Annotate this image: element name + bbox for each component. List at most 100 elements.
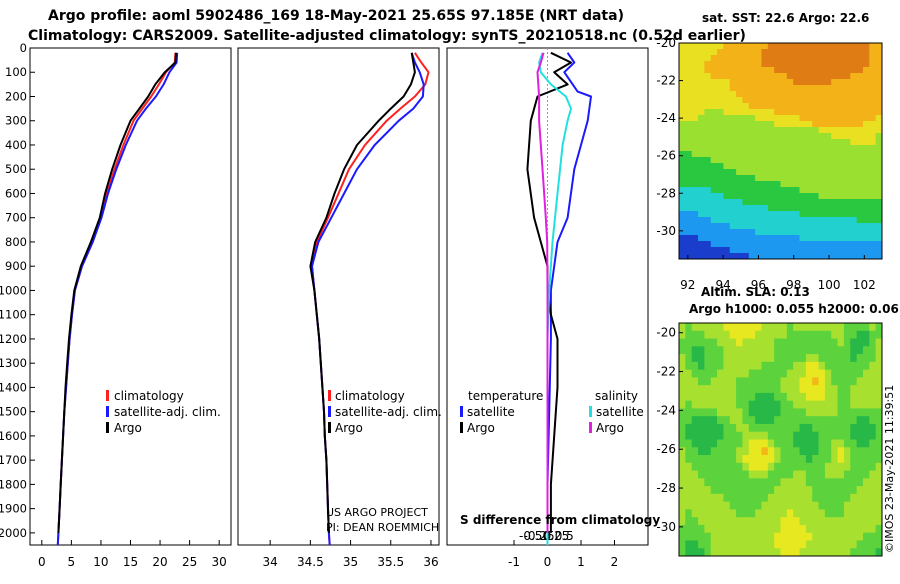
sst-map-cell — [780, 91, 788, 98]
sst-map-cell — [691, 229, 699, 236]
difference-xtick-label: 0 — [544, 555, 552, 569]
sla-map-cell — [862, 540, 870, 549]
sst-map-cell — [723, 145, 731, 152]
header-line1: Argo profile: aoml 5902486_169 18-May-20… — [48, 8, 624, 24]
sla-map-cell — [831, 517, 838, 526]
sla-map-cell — [755, 323, 762, 332]
sst-map-cell — [685, 67, 693, 74]
sst-map-cell — [824, 235, 832, 242]
ytick-label: 300 — [5, 114, 27, 128]
sst-map-cell — [698, 181, 705, 188]
sst-map-cell — [691, 73, 699, 80]
sla-map-cell — [704, 408, 712, 417]
sst-map-cell — [685, 205, 693, 212]
sla-map-cell — [710, 470, 718, 479]
sst-map-cell — [704, 127, 712, 134]
sst-map-cell — [698, 55, 705, 62]
sst-map-cell — [679, 121, 686, 128]
sla-map-cell — [869, 447, 877, 456]
sst-map-cell — [767, 187, 775, 194]
sla-map-cell — [862, 548, 870, 557]
sst-map-cell — [812, 97, 819, 104]
sla-map-cell — [786, 447, 794, 456]
sst-map-ytick-label: -28 — [656, 186, 676, 200]
sla-map-cell — [786, 470, 794, 479]
sst-map-cell — [685, 79, 693, 86]
sst-map-cell — [862, 235, 870, 242]
sst-map-cell — [761, 199, 769, 206]
sst-map-cell — [755, 223, 762, 230]
sla-map-cell — [856, 524, 864, 534]
sla-map-cell — [748, 392, 756, 402]
sla-map-cell — [843, 470, 851, 479]
sst-map-cell — [723, 61, 731, 68]
sst-map-cell — [761, 97, 769, 104]
sst-map-cell — [843, 157, 851, 164]
sst-map-cell — [685, 115, 693, 122]
credit-project: US ARGO PROJECT — [326, 506, 428, 519]
sst-map-cell — [717, 49, 724, 56]
sst-map-cell — [805, 127, 813, 134]
sst-map-cell — [717, 175, 724, 182]
sla-map-cell — [869, 338, 877, 347]
sst-map-cell — [679, 55, 686, 62]
sla-map-cell — [818, 431, 826, 440]
sst-map-cell — [774, 217, 781, 224]
sst-map-cell — [755, 43, 762, 50]
sst-map-cell — [812, 115, 819, 122]
sla-map-cell — [736, 431, 743, 440]
sst-map-cell — [875, 121, 883, 128]
sla-map-cell — [710, 361, 718, 370]
sla-map-cell — [818, 323, 826, 332]
sla-map-cell — [837, 478, 845, 487]
sla-map-cell — [710, 431, 718, 440]
sst-map-cell — [850, 157, 858, 164]
sst-map-cell — [685, 229, 693, 236]
sst-map-cell — [780, 121, 788, 128]
sst-map-cell — [805, 133, 813, 140]
sst-map-cell — [793, 181, 800, 188]
sst-map-cell — [736, 97, 743, 104]
sst-map-cell — [698, 151, 705, 158]
sst-map-cell — [805, 163, 813, 170]
sst-map-cell — [850, 139, 858, 146]
sla-map-cell — [862, 439, 870, 448]
sla-map-cell — [824, 423, 832, 433]
sla-map-cell — [691, 439, 699, 448]
sst-map-cell — [742, 109, 750, 116]
sst-map-cell — [831, 193, 838, 200]
sst-map-cell — [679, 91, 686, 98]
sst-map-cell — [799, 127, 807, 134]
sst-map-cell — [856, 163, 864, 170]
sst-map-cell — [755, 235, 762, 242]
sla-map-cell — [691, 509, 699, 518]
sla-map-cell — [704, 462, 712, 471]
sla-map-cell — [780, 462, 788, 471]
sst-map-cell — [812, 145, 819, 152]
sla-map-cell — [818, 532, 826, 541]
sst-map-cell — [780, 205, 788, 212]
sla-map-cell — [786, 431, 794, 440]
sla-map-cell — [755, 493, 762, 503]
sst-map-cell — [786, 223, 794, 230]
sla-map-cell — [780, 509, 788, 518]
sst-map-cell — [748, 109, 756, 116]
sla-map-cell — [862, 416, 870, 425]
sla-map-cell — [685, 377, 693, 386]
sst-map-cell — [812, 181, 819, 188]
sla-map-cell — [837, 532, 845, 541]
sla-map-cell — [831, 439, 838, 448]
sst-map-cell — [856, 253, 864, 260]
sla-map-cell — [780, 400, 788, 409]
sst-map-cell — [685, 217, 693, 224]
sst-map-cell — [812, 175, 819, 182]
sst-map-cell — [717, 91, 724, 98]
sla-map-cell — [729, 423, 737, 433]
sla-map-cell — [843, 369, 851, 378]
sst-map-cell — [679, 43, 686, 50]
sst-map-cell — [837, 115, 845, 122]
sla-map-cell — [780, 548, 788, 557]
sst-map-cell — [691, 85, 699, 92]
sla-map-cell — [685, 338, 693, 347]
sst-map-cell — [869, 175, 877, 182]
